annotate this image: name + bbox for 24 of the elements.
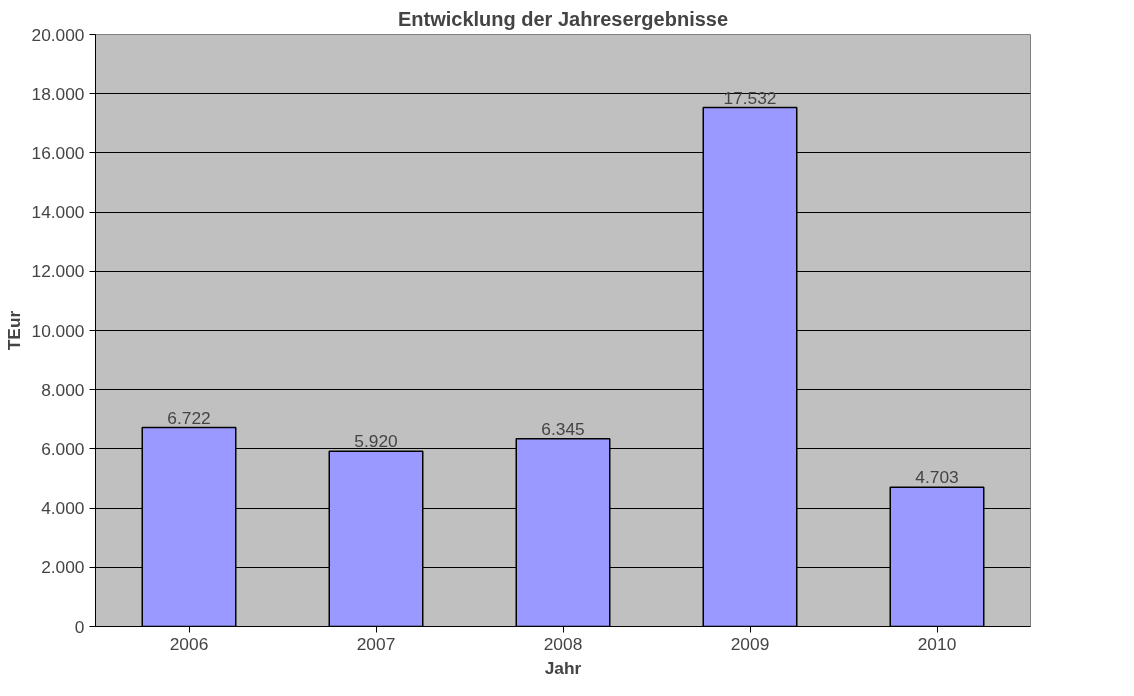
y-tick-label: 4.000	[41, 498, 85, 519]
x-tick-label: 2007	[356, 633, 396, 654]
y-tick-label: 10.000	[31, 320, 85, 341]
x-tick-label: 2008	[543, 633, 583, 654]
y-tick-label: 12.000	[31, 261, 85, 282]
chart-title: Entwicklung der Jahresergebnisse	[397, 7, 729, 30]
y-tick-label: 16.000	[31, 142, 85, 163]
x-axis-title: Jahr	[544, 657, 582, 678]
data-label: 6.345	[541, 418, 585, 439]
y-tick-label: 6.000	[41, 438, 85, 459]
x-tick-label: 2006	[169, 633, 209, 654]
data-label: 17.532	[723, 87, 777, 108]
x-tick-label: 2009	[730, 633, 770, 654]
y-axis-title: TEur	[3, 310, 24, 351]
y-tick-label: 14.000	[31, 202, 85, 223]
data-label: 6.722	[167, 407, 211, 428]
y-tick-label: 20.000	[31, 24, 85, 45]
data-label: 5.920	[354, 431, 398, 452]
y-tick-label: 0	[74, 616, 85, 637]
y-tick-label: 8.000	[41, 379, 85, 400]
y-tick-label: 2.000	[41, 557, 85, 578]
x-tick-label: 2010	[917, 633, 957, 654]
data-label: 4.703	[915, 467, 959, 488]
y-tick-label: 18.000	[31, 83, 85, 104]
